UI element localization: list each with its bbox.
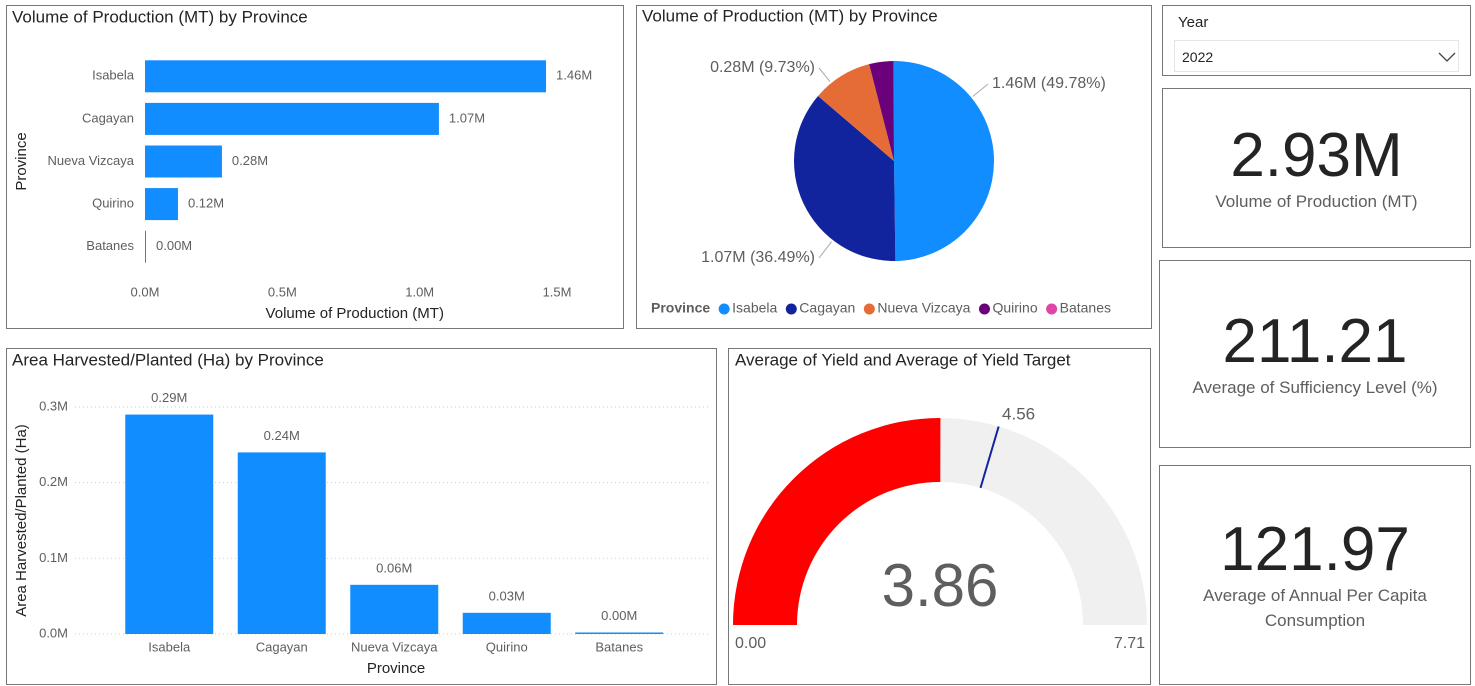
- y-tick-label: Cagayan: [82, 110, 134, 125]
- card-label: Volume of Production (MT): [1215, 191, 1418, 211]
- bar: [575, 632, 664, 634]
- legend-swatch: [978, 303, 990, 315]
- chart-title: Volume of Production (MT) by Province: [12, 7, 308, 26]
- kpi-card: 121.97 Average of Annual Per Capita Cons…: [1159, 465, 1471, 685]
- pie-slice: [869, 61, 894, 162]
- card-value: 211.21: [1222, 306, 1408, 376]
- value-label: 0.00M: [156, 238, 192, 253]
- y-tick-label: Quirino: [92, 196, 134, 211]
- value-label: 0.12M: [188, 196, 224, 211]
- legend-title: Province: [651, 300, 710, 316]
- x-axis-title: Volume of Production (MT): [266, 305, 444, 322]
- y-tick-label: 0.2M: [39, 474, 68, 489]
- leader-line: [818, 67, 831, 82]
- x-tick-label: 0.5M: [268, 284, 297, 299]
- gauge-max-label: 7.71: [1114, 635, 1145, 652]
- bar: [145, 230, 146, 263]
- gauge-target: [979, 426, 1000, 489]
- value-label: 0.29M: [151, 390, 187, 405]
- value-label: 0.00M: [601, 608, 637, 623]
- legend-swatch: [863, 303, 875, 315]
- bar: [145, 60, 547, 93]
- y-tick-label: Nueva Vizcaya: [48, 153, 135, 168]
- value-label: 0.06M: [376, 560, 412, 575]
- x-tick-label: Cagayan: [256, 639, 308, 654]
- bar: [350, 584, 439, 634]
- bar: [145, 145, 222, 178]
- x-tick-label: Batanes: [595, 639, 643, 654]
- card-value: 121.97: [1220, 515, 1410, 585]
- bar: [145, 102, 439, 135]
- pie-slice: [793, 95, 896, 262]
- chevron: [1438, 52, 1456, 62]
- kpi-card: 211.21 Average of Sufficiency Level (%): [1159, 260, 1471, 448]
- x-tick-label: Isabela: [148, 639, 191, 654]
- data-label: 1.46M (49.78%): [992, 75, 1106, 92]
- kpi-card: 2.93M Volume of Production (MT): [1162, 88, 1471, 248]
- legend-label: Quirino: [992, 300, 1037, 316]
- value-label: 0.03M: [489, 588, 525, 603]
- data-label: 0.28M (9.73%): [710, 59, 815, 76]
- y-tick-label: Batanes: [86, 238, 134, 253]
- y-axis-title: Province: [13, 132, 30, 190]
- bar: [145, 188, 178, 221]
- value-label: 1.07M: [449, 110, 485, 125]
- x-tick-label: 0.0M: [131, 284, 160, 299]
- gauge-value: [733, 418, 941, 625]
- panel: [6, 5, 624, 329]
- chart-title: Area Harvested/Planted (Ha) by Province: [12, 350, 324, 369]
- panel: [6, 348, 717, 685]
- slicer-title: Year: [1178, 14, 1209, 31]
- target-label: 4.56: [1002, 404, 1035, 423]
- card-label: Average of Sufficiency Level (%): [1192, 377, 1438, 397]
- chart-title: Volume of Production (MT) by Province: [642, 6, 938, 25]
- legend-label: Cagayan: [799, 300, 855, 316]
- legend-swatch: [785, 303, 797, 315]
- legend-swatch: [1046, 303, 1058, 315]
- y-tick-label: 0.0M: [39, 625, 68, 640]
- bar: [462, 612, 551, 634]
- legend-label: Batanes: [1060, 300, 1111, 316]
- x-tick-label: 1.5M: [543, 284, 572, 299]
- y-tick-label: Isabela: [92, 68, 135, 83]
- legend-label: Isabela: [732, 300, 777, 316]
- panel: [728, 348, 1151, 685]
- gauge-min-label: 0.00: [735, 635, 766, 652]
- x-tick-label: Nueva Vizcaya: [351, 639, 438, 654]
- year-slicer: Year 2022: [1162, 5, 1471, 76]
- legend-label: Nueva Vizcaya: [877, 300, 970, 316]
- card-label: Average of Annual Per Capita Consumption: [1203, 586, 1427, 631]
- chart-title: Average of Yield and Average of Yield Ta…: [735, 350, 1071, 369]
- gauge-value-label: 3.86: [882, 552, 999, 619]
- x-axis-title: Province: [367, 660, 425, 677]
- pie-slice: [894, 61, 994, 261]
- y-axis-title: Area Harvested/Planted (Ha): [13, 424, 30, 617]
- bar: [237, 452, 326, 634]
- card-value: 2.93M: [1230, 120, 1403, 190]
- value-label: 1.46M: [556, 68, 592, 83]
- slicer-dropdown[interactable]: 2022: [1174, 40, 1459, 72]
- x-tick-label: Quirino: [486, 639, 528, 654]
- pie-slice: [818, 64, 894, 161]
- y-tick-label: 0.1M: [39, 550, 68, 565]
- value-label: 0.24M: [264, 428, 300, 443]
- y-tick-label: 0.3M: [39, 398, 68, 413]
- legend-swatch: [718, 303, 730, 315]
- slicer-selected: 2022: [1182, 49, 1214, 65]
- x-tick-label: 1.0M: [405, 284, 434, 299]
- value-label: 0.28M: [232, 153, 268, 168]
- bar: [125, 414, 214, 634]
- leader-line: [972, 83, 989, 97]
- leader-line: [818, 241, 833, 259]
- data-label: 1.07M (36.49%): [701, 249, 815, 266]
- panel: [636, 5, 1152, 329]
